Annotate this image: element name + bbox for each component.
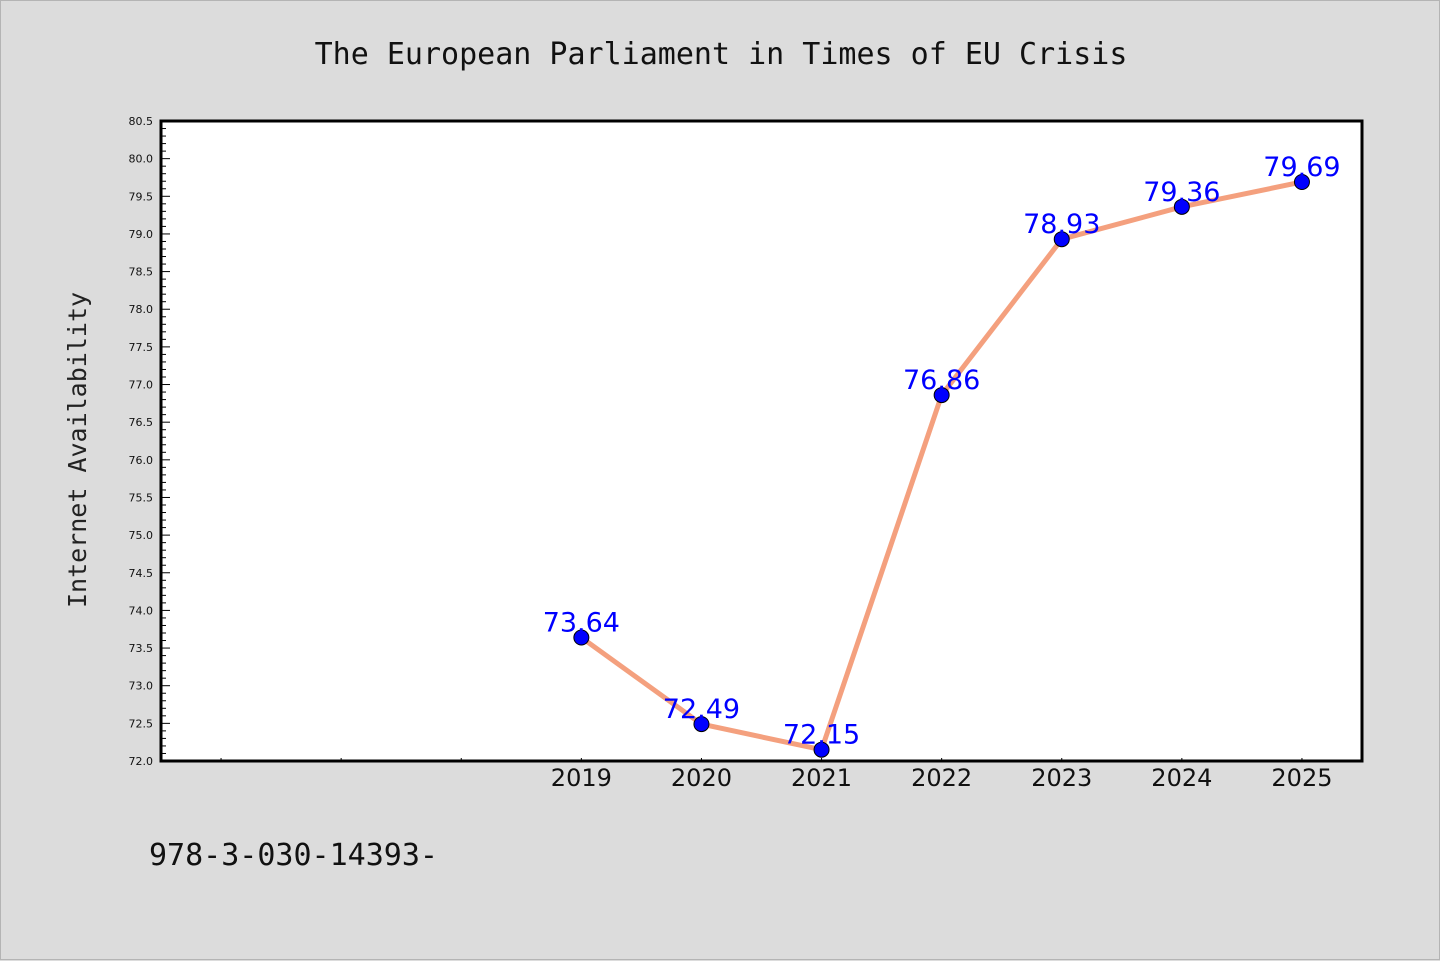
x-tick-label: 2021: [791, 764, 852, 792]
y-tick-label: 79.5: [129, 190, 154, 203]
y-tick-label: 76.5: [129, 416, 154, 429]
y-tick-label: 80.5: [129, 115, 154, 128]
data-label: 78.93: [1023, 209, 1100, 240]
data-point: [693, 716, 710, 733]
data-point: [1173, 198, 1190, 215]
x-tick-label: 2020: [671, 764, 732, 792]
data-point: [1053, 231, 1070, 248]
footer-isbn-text: 978-3-030-14393-: [149, 838, 438, 873]
y-tick-label: 77.0: [129, 379, 154, 392]
data-label-layer: 73.64 72.49 72.15 76.86 78.93 79.36 79.69: [543, 152, 1341, 751]
chart-title: The European Parliament in Times of EU C…: [315, 37, 1128, 72]
x-axis-ticks: 2019 2020 2021 2022 2023 2024 2025: [220, 758, 1332, 792]
x-tick-label: 2024: [1151, 764, 1212, 792]
data-label: 72.15: [783, 720, 860, 751]
data-label: 76.86: [903, 365, 980, 396]
y-tick-label: 78.0: [129, 303, 154, 316]
y-tick-label: 74.0: [129, 604, 154, 617]
y-tick-label: 80.0: [129, 153, 154, 166]
x-tick-label: 2023: [1031, 764, 1092, 792]
y-tick-label: 72.5: [129, 717, 154, 730]
x-tick-label: 2022: [911, 764, 972, 792]
x-tick-label: 2019: [551, 764, 612, 792]
y-axis-ticks: 72.0 72.5 73.0 73.5 74.0 74.5 75.0 75.5 76.0 76.5…: [129, 115, 170, 768]
data-point: [573, 629, 590, 646]
x-tick-label: 2025: [1271, 764, 1332, 792]
y-tick-label: 74.5: [129, 567, 154, 580]
y-tick-label: 73.5: [129, 642, 154, 655]
data-point: [1293, 173, 1310, 190]
data-label: 72.49: [663, 694, 740, 725]
y-tick-label: 76.0: [129, 454, 154, 467]
y-tick-label: 77.5: [129, 341, 154, 354]
series-layer: [573, 173, 1310, 758]
data-label: 73.64: [543, 608, 620, 639]
plot-area: [159, 119, 1364, 763]
y-tick-label: 75.0: [129, 529, 154, 542]
y-tick-label: 75.5: [129, 491, 154, 504]
y-tick-label: 79.0: [129, 228, 154, 241]
y-axis-label: Internet Availability: [63, 292, 92, 608]
y-tick-label: 72.0: [129, 755, 154, 768]
y-tick-label: 73.0: [129, 680, 154, 693]
y-tick-label: 78.5: [129, 266, 154, 279]
data-point: [813, 741, 830, 758]
data-label: 79.36: [1143, 177, 1220, 208]
data-point: [933, 387, 950, 404]
data-label: 79.69: [1263, 152, 1340, 183]
